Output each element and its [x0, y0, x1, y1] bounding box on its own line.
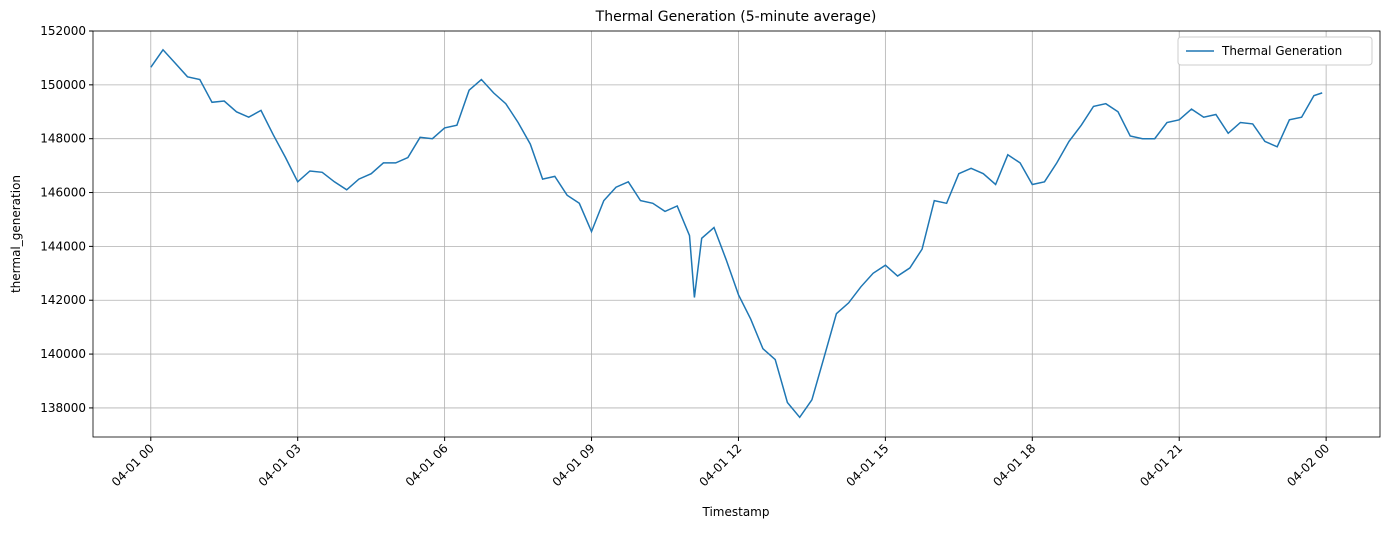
x-tick-label: 04-01 21: [1137, 441, 1185, 489]
y-tick-label: 142000: [40, 293, 86, 307]
y-tick-label: 140000: [40, 347, 86, 361]
x-tick-label: 04-01 03: [256, 441, 304, 489]
x-axis-label: Timestamp: [702, 505, 770, 519]
legend-box: [1177, 36, 1373, 66]
y-tick-label: 152000: [40, 24, 86, 38]
chart-title: Thermal Generation (5-minute average): [595, 9, 877, 25]
plot-frame: [92, 30, 1381, 438]
y-tick-label: 148000: [40, 132, 86, 146]
x-tick-label: 04-01 09: [550, 441, 598, 489]
y-tick-label: 146000: [40, 186, 86, 200]
x-tick-label: 04-01 15: [843, 441, 891, 489]
y-tick-label: 150000: [40, 78, 86, 92]
x-tick-label: 04-01 18: [990, 441, 1038, 489]
line-series: [150, 48, 1323, 419]
y-tick-label: 144000: [40, 239, 86, 253]
x-tick-label: 04-01 06: [403, 441, 451, 489]
x-tick-label: 04-01 12: [697, 441, 745, 489]
y-tick-label: 138000: [40, 401, 86, 415]
x-tick-label: 04-01 00: [109, 441, 157, 489]
legend-label: Thermal Generation: [1221, 44, 1342, 58]
x-tick-label: 04-02 00: [1284, 441, 1332, 489]
y-axis-label: thermal_generation: [9, 175, 23, 293]
